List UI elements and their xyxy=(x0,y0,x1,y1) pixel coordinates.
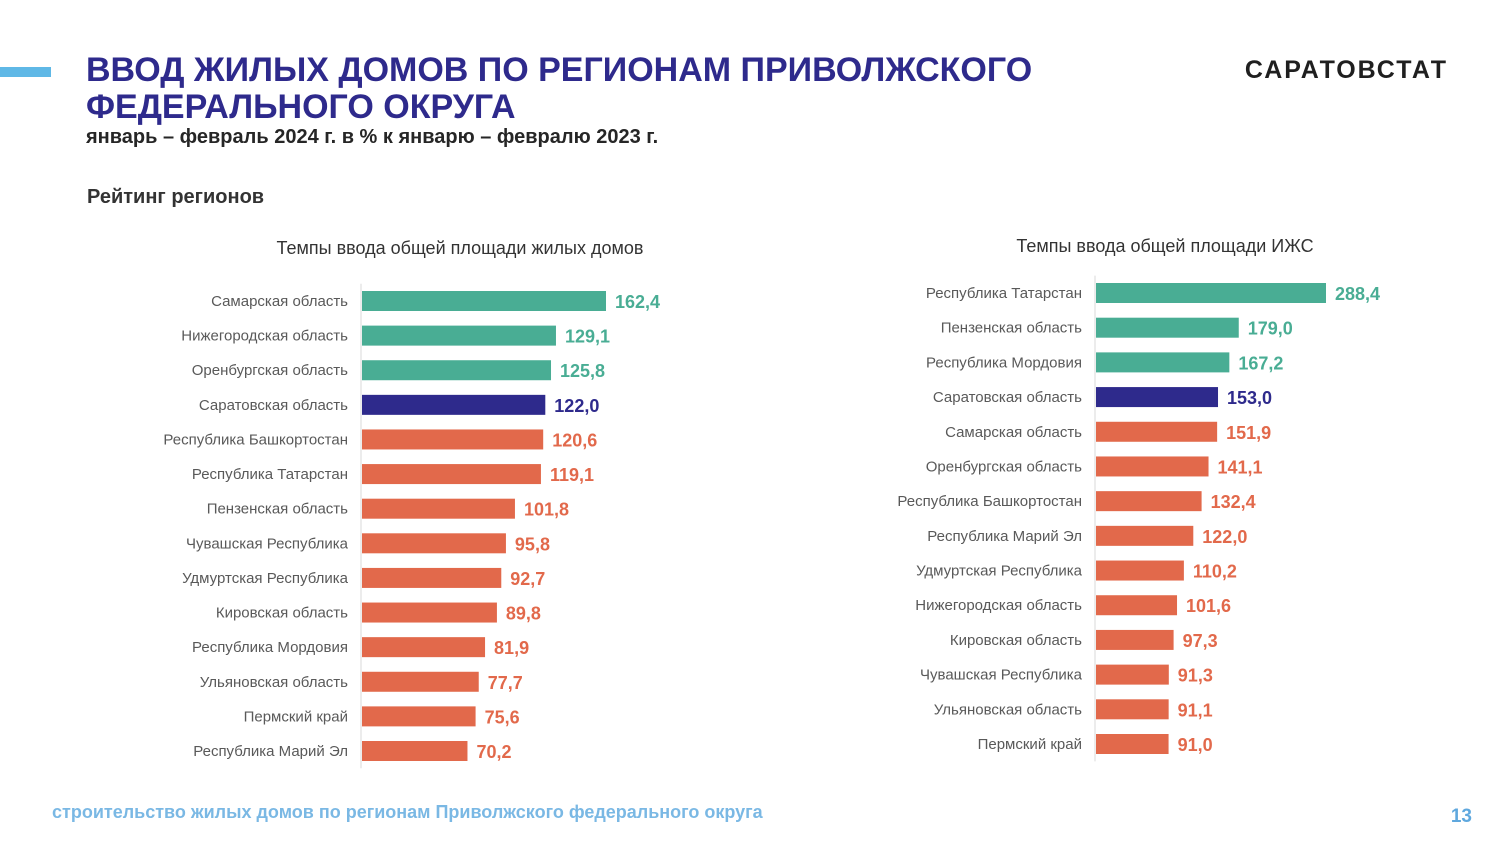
bar xyxy=(1096,629,1174,650)
data-label: 122,0 xyxy=(1202,527,1247,547)
category-label: Удмуртская Республика xyxy=(182,570,349,587)
data-label: 162,4 xyxy=(615,292,660,312)
category-label: Пермский край xyxy=(978,736,1082,753)
category-label: Республика Башкортостан xyxy=(163,431,348,448)
bar xyxy=(362,741,468,761)
bar xyxy=(362,637,486,658)
category-label: Оренбургская область xyxy=(926,458,1082,475)
category-label: Чувашская Республика xyxy=(186,535,349,552)
data-label: 129,1 xyxy=(565,327,610,347)
bar xyxy=(362,429,544,450)
chart-title-housing: Темпы ввода общей площади жилых домов xyxy=(276,238,644,258)
data-label: 122,0 xyxy=(554,396,599,416)
bar xyxy=(362,394,546,415)
bar xyxy=(1096,664,1169,685)
bar xyxy=(362,360,552,381)
bar xyxy=(1096,595,1178,616)
category-label: Республика Татарстан xyxy=(926,285,1082,302)
category-label: Кировская область xyxy=(216,605,348,622)
data-label: 81,9 xyxy=(494,638,529,658)
bar xyxy=(362,671,479,692)
bar xyxy=(362,706,476,727)
data-label: 75,6 xyxy=(485,707,520,727)
category-label: Самарская область xyxy=(211,293,348,310)
category-label: Кировская область xyxy=(950,632,1082,649)
category-label: Саратовская область xyxy=(933,389,1082,406)
page-subtitle: январь – февраль 2024 г. в % к январю – … xyxy=(86,126,659,148)
bar xyxy=(1096,491,1202,512)
bar xyxy=(1096,525,1194,546)
data-label: 132,4 xyxy=(1211,492,1256,512)
bar xyxy=(362,464,541,485)
data-label: 167,2 xyxy=(1238,353,1283,373)
bar xyxy=(1096,387,1219,408)
bar xyxy=(1096,317,1239,338)
bar xyxy=(1096,560,1184,581)
data-label: 91,1 xyxy=(1178,700,1213,720)
data-label: 77,7 xyxy=(488,673,523,693)
category-label: Республика Мордовия xyxy=(926,354,1082,371)
data-label: 91,0 xyxy=(1178,735,1213,755)
data-label: 151,9 xyxy=(1226,423,1271,443)
category-label: Оренбургская область xyxy=(192,362,348,379)
category-label: Нижегородская область xyxy=(915,597,1082,614)
data-label: 97,3 xyxy=(1183,631,1218,651)
category-label: Ульяновская область xyxy=(934,701,1082,718)
chart-title-izhs: Темпы ввода общей площади ИЖС xyxy=(1016,236,1314,256)
data-label: 153,0 xyxy=(1227,388,1272,408)
data-label: 70,2 xyxy=(476,742,511,762)
page-number: 13 xyxy=(1450,806,1472,827)
bar xyxy=(362,602,497,623)
category-label: Республика Марий Эл xyxy=(193,743,348,760)
data-label: 125,8 xyxy=(560,361,605,381)
data-label: 89,8 xyxy=(506,604,541,624)
bar xyxy=(362,533,506,554)
bar xyxy=(1096,734,1169,754)
page-title: ВВОД ЖИЛЫХ ДОМОВ ПО РЕГИОНАМ ПРИВОЛЖСКОГ… xyxy=(86,51,1033,126)
category-label: Республика Татарстан xyxy=(192,466,348,483)
section-label: Рейтинг регионов xyxy=(87,186,265,208)
category-label: Республика Башкортостан xyxy=(897,493,1082,510)
category-label: Самарская область xyxy=(945,424,1082,441)
bar xyxy=(1096,421,1218,442)
data-label: 91,3 xyxy=(1178,666,1213,686)
data-label: 141,1 xyxy=(1218,457,1263,477)
category-label: Пермский край xyxy=(244,708,348,725)
bar xyxy=(1096,456,1209,477)
category-label: Чувашская Республика xyxy=(920,667,1083,684)
category-label: Удмуртская Республика xyxy=(916,563,1083,580)
data-label: 110,2 xyxy=(1193,562,1237,582)
footer-caption: строительство жилых домов по регионам Пр… xyxy=(52,802,763,822)
bar xyxy=(362,567,502,588)
bar xyxy=(1096,699,1169,720)
bar xyxy=(362,498,515,519)
category-label: Пензенская область xyxy=(207,501,348,518)
data-label: 92,7 xyxy=(510,569,545,589)
category-label: Нижегородская область xyxy=(181,328,348,345)
bar xyxy=(1096,352,1230,373)
data-label: 179,0 xyxy=(1248,319,1293,339)
data-label: 288,4 xyxy=(1335,284,1380,304)
category-label: Республика Марий Эл xyxy=(927,528,1082,545)
brand-logo-text: САРАТОВСТАТ xyxy=(1244,56,1448,84)
category-label: Пензенская область xyxy=(941,320,1082,337)
accent-bar xyxy=(0,67,51,77)
data-label: 101,6 xyxy=(1186,596,1231,616)
bar xyxy=(362,291,606,311)
category-label: Ульяновская область xyxy=(200,674,348,691)
data-label: 95,8 xyxy=(515,534,550,554)
category-label: Республика Мордовия xyxy=(192,639,348,656)
data-label: 101,8 xyxy=(524,500,569,520)
data-label: 119,1 xyxy=(550,465,594,485)
bar xyxy=(1096,283,1326,303)
data-label: 120,6 xyxy=(552,430,597,450)
category-label: Саратовская область xyxy=(199,397,348,414)
bar xyxy=(362,325,556,346)
